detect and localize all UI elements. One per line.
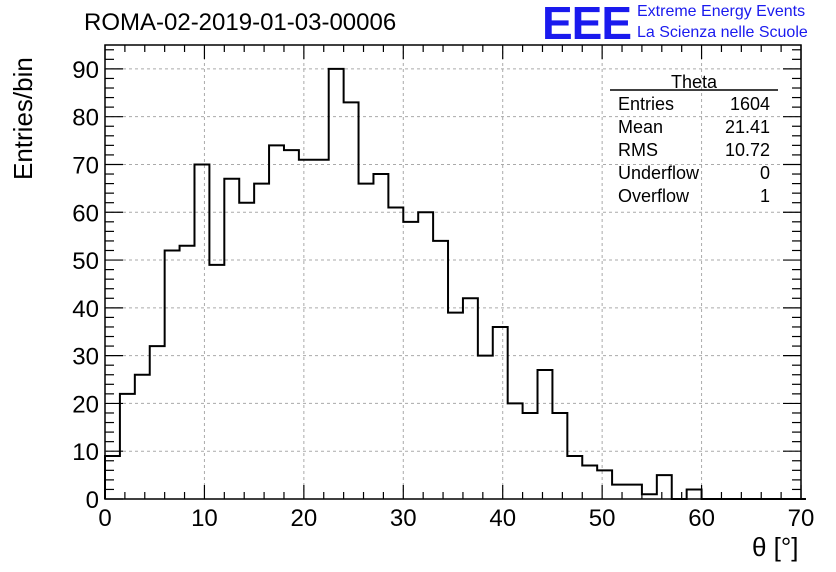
stats-value: 1 xyxy=(760,186,770,206)
x-axis-label: θ [°] xyxy=(752,532,799,562)
x-tick-label: 50 xyxy=(589,505,616,532)
x-tick-label: 20 xyxy=(291,505,318,532)
stats-value: 1604 xyxy=(730,94,770,114)
logo-line-2: La Scienza nelle Scuole xyxy=(637,24,808,41)
stats-label: RMS xyxy=(618,140,658,160)
eee-logo: EEE xyxy=(542,0,632,49)
stats-label: Overflow xyxy=(618,186,690,206)
plot-frame xyxy=(104,44,802,500)
x-tick-label: 10 xyxy=(191,505,218,532)
y-tick-label: 10 xyxy=(72,439,99,466)
stats-value: 21.41 xyxy=(725,117,770,137)
y-tick-label: 70 xyxy=(72,152,99,179)
x-tick-label: 70 xyxy=(788,505,815,532)
y-tick-label: 20 xyxy=(72,391,99,418)
y-tick-label: 50 xyxy=(72,248,99,275)
stats-label: Underflow xyxy=(618,163,700,183)
stats-label: Mean xyxy=(618,117,663,137)
stats-value: 10.72 xyxy=(725,140,770,160)
x-tick-label: 0 xyxy=(98,505,111,532)
logo-line-1: Extreme Energy Events xyxy=(637,3,806,20)
y-tick-label: 60 xyxy=(72,200,99,227)
stats-value: 0 xyxy=(760,163,770,183)
x-tick-label: 40 xyxy=(489,505,516,532)
y-tick-label: 90 xyxy=(72,57,99,84)
chart-title: ROMA-02-2019-01-03-00006 xyxy=(84,9,397,36)
stats-title: Theta xyxy=(671,72,718,92)
y-tick-label: 80 xyxy=(72,105,99,132)
x-tick-label: 60 xyxy=(688,505,715,532)
y-tick-label: 30 xyxy=(72,344,99,371)
y-tick-label: 0 xyxy=(86,487,99,514)
histogram-bins xyxy=(104,67,806,500)
x-tick-label: 30 xyxy=(390,505,417,532)
stats-label: Entries xyxy=(618,94,674,114)
y-tick-label: 40 xyxy=(72,296,99,323)
